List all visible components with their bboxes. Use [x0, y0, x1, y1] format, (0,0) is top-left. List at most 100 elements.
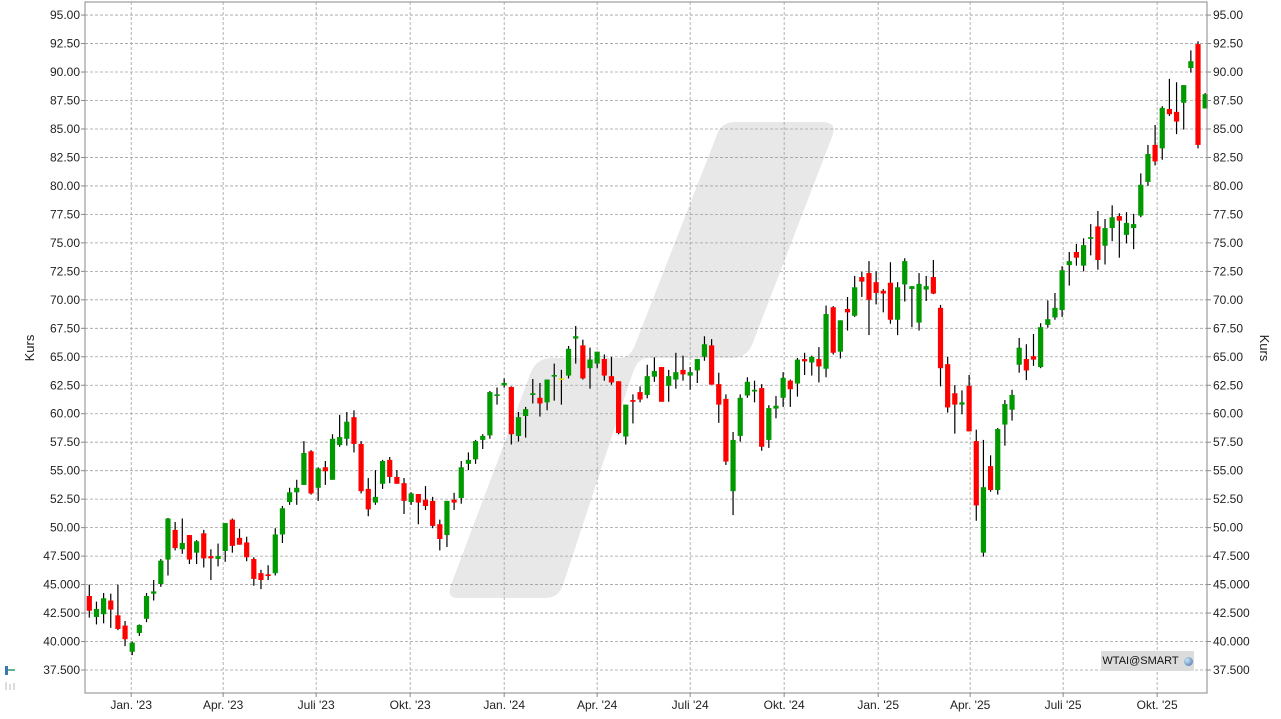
candle-body	[673, 372, 679, 380]
candle-body	[365, 488, 371, 510]
candle-body	[616, 381, 622, 434]
candle-body	[494, 394, 500, 396]
candle-body	[587, 359, 593, 369]
candle-body	[422, 499, 429, 506]
candle	[308, 450, 314, 495]
candle	[1131, 213, 1137, 250]
candle-body	[1188, 61, 1194, 69]
candle	[372, 470, 379, 505]
candle-body	[286, 492, 293, 502]
candle-body	[1152, 144, 1158, 162]
candle-body	[1023, 359, 1029, 371]
candle-body	[186, 535, 193, 560]
candle	[587, 347, 593, 389]
candle	[1030, 333, 1037, 366]
x-tick-label: Apr. '23	[203, 698, 244, 712]
chart-tool-icon[interactable]	[4, 664, 16, 694]
candle	[816, 347, 822, 383]
candle	[329, 434, 336, 480]
candle-body	[329, 438, 336, 480]
y-tick-label: 50.00	[50, 521, 80, 535]
candle	[358, 441, 364, 494]
candle	[902, 258, 908, 302]
candle-body	[101, 598, 107, 615]
candle-body	[172, 529, 178, 549]
y-tick-label: 82.50	[1213, 150, 1243, 164]
candle	[565, 345, 572, 379]
y-tick-label: 92.50	[1213, 37, 1243, 51]
candle-body	[1016, 347, 1022, 365]
candle-body	[809, 356, 815, 363]
candle	[1059, 266, 1065, 317]
candle	[279, 505, 286, 544]
candle	[744, 377, 750, 398]
candle-body	[151, 591, 157, 594]
candle	[694, 359, 700, 383]
y-tick-label: 47.500	[1213, 549, 1250, 563]
y-tick-label: 72.50	[50, 264, 80, 278]
candle	[487, 390, 493, 439]
candle-body	[322, 467, 328, 472]
symbol-badge[interactable]: WTAI@SMART	[1101, 651, 1194, 671]
candle-body	[873, 282, 879, 293]
candle-body	[387, 459, 393, 477]
candle	[294, 479, 300, 505]
y-tick-label: 80.00	[50, 179, 80, 193]
candle	[115, 584, 121, 631]
y-tick-label: 80.00	[1213, 179, 1243, 193]
candle	[337, 414, 343, 447]
candle-body	[143, 595, 150, 619]
y-axis-left: 95.00 92.50 90.00 87.50 85.00 82.50 80.00 77.50…	[43, 8, 85, 677]
y-axis-label-left: Kurs	[22, 334, 37, 361]
y-tick-label: 45.000	[1213, 578, 1250, 592]
candle	[458, 460, 464, 504]
candle-body	[1181, 85, 1187, 103]
candle-body	[716, 384, 722, 405]
candle-body	[623, 404, 629, 437]
candle-body	[179, 543, 185, 550]
candle-body	[129, 642, 135, 652]
candle-body	[165, 518, 171, 560]
candle	[136, 624, 142, 636]
y-tick-label: 40.000	[43, 635, 80, 649]
candle	[101, 593, 107, 624]
candle	[1188, 50, 1194, 73]
x-tick-label: Jan. '23	[110, 698, 152, 712]
candle-body	[565, 348, 572, 376]
candle	[580, 339, 586, 380]
y-tick-label: 70.00	[50, 293, 80, 307]
candle	[959, 390, 965, 415]
candle-body	[337, 437, 343, 446]
candle	[222, 523, 228, 562]
candle-body	[530, 393, 536, 395]
candle-body	[122, 625, 128, 640]
candle-body	[115, 615, 121, 629]
candle-body	[723, 398, 729, 462]
y-tick-label: 67.50	[1213, 321, 1243, 335]
candle-body	[744, 381, 750, 396]
candle-body	[773, 405, 779, 409]
candle-body	[959, 402, 965, 405]
candle-body	[1138, 184, 1144, 216]
candle-body	[108, 600, 114, 610]
candle	[1195, 41, 1201, 149]
candle	[1138, 173, 1144, 218]
candle	[265, 565, 271, 581]
y-tick-label: 55.00	[50, 464, 80, 478]
candle	[179, 518, 185, 554]
candle-body	[794, 359, 801, 384]
candle	[723, 394, 729, 465]
candle-body	[508, 386, 514, 435]
candle-body	[973, 441, 979, 506]
candle-body	[608, 376, 615, 383]
candle-body	[193, 541, 200, 553]
candle-body	[215, 556, 221, 559]
candle-body	[1080, 245, 1087, 266]
candle	[1166, 78, 1173, 116]
candle-body	[558, 378, 564, 381]
x-tick-label: Okt. '25	[1137, 698, 1178, 712]
candle	[1016, 337, 1022, 373]
x-tick-label: Juli '24	[672, 698, 709, 712]
globe-icon	[1183, 656, 1193, 666]
candle	[379, 459, 386, 489]
